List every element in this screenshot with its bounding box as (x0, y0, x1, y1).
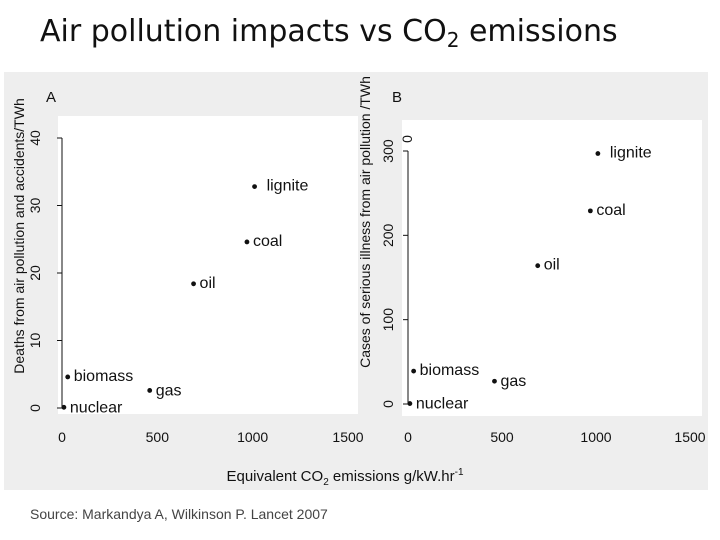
panel-b-point-lignite (595, 151, 601, 156)
panel-a-point-biomass (65, 374, 71, 380)
panel-b-point-gas (492, 378, 497, 384)
panel-b-x-tick-label: 1000 (580, 429, 611, 445)
panel-a-point-nuclear (61, 404, 67, 410)
panel-a-y-axis-title: Deaths from air pollution and accidents/… (11, 98, 27, 373)
panel-a-x-tick-label: 500 (146, 429, 170, 445)
source-citation: Source: Markandya A, Wilkinson P. Lancet… (30, 506, 328, 522)
panel-a-point-label-coal: coal (253, 233, 282, 250)
x-axis-title: Equivalent CO2 emissions g/kW.hr-1 (226, 467, 463, 488)
panel-b-point-biomass (411, 368, 417, 374)
panel-a-point-label-oil: oil (200, 275, 216, 292)
panel-a-point-label-biomass: biomass (74, 368, 134, 385)
panel-b-point-label-biomass: biomass (420, 362, 480, 379)
panel-b-point-oil (535, 263, 541, 269)
title-main: Air pollution impacts vs CO (40, 14, 447, 49)
x-axis-title-subscript: 2 (323, 477, 329, 488)
panel-b-point-nuclear (407, 401, 413, 406)
panel-b-y-tick-label: 200 (380, 223, 396, 247)
panel-a-point-label-gas: gas (156, 382, 182, 399)
panel-a-y-tick-label: 10 (27, 333, 43, 349)
panel-b-point-label-coal: coal (596, 202, 625, 219)
panel-a-point-oil (191, 281, 196, 287)
panel-b-point-label-oil: oil (544, 257, 560, 274)
panel-b-x-tick-label: 1500 (674, 429, 705, 445)
panel-b-point-label-lignite: lignite (610, 145, 652, 162)
panel-b-point-label-nuclear: nuclear (416, 396, 469, 413)
chart-title: Air pollution impacts vs CO2 emissions (40, 14, 700, 52)
panel-b-y-tick-label: 100 (380, 308, 396, 332)
x-axis-title-main: Equivalent CO (226, 468, 323, 485)
x-axis-title-superscript: -1 (455, 467, 464, 478)
panel-b-label: B (392, 89, 402, 106)
panel-b-y-tick-label: 300 (380, 139, 396, 163)
panel-b-plot-area (402, 120, 702, 416)
panel-a-x-tick-label: 1000 (237, 429, 268, 445)
panel-b-x-tick-label: 500 (490, 429, 514, 445)
panel-a-x-tick-label: 0 (58, 429, 66, 445)
panel-a-y-tick-label: 0 (27, 404, 43, 412)
panel-b-point-label-gas: gas (500, 373, 526, 390)
title-subscript: 2 (446, 28, 460, 52)
panel-b-y-tick-label: 0 (380, 400, 396, 408)
panel-a-label: A (46, 89, 56, 106)
title-tail: emissions (459, 14, 618, 49)
panel-a-point-coal (244, 239, 250, 245)
panel-b-point-coal (587, 208, 593, 214)
panel-b-x-tick-label: 0 (404, 429, 412, 445)
panel-a-x-tick-label: 1500 (332, 429, 363, 445)
panel-b-y-axis-title: Cases of serious illness from air pollut… (357, 76, 373, 368)
panel-a-point-lignite (252, 184, 257, 190)
panel-a-point-label-lignite: lignite (267, 178, 309, 195)
panel-a-point-label-nuclear: nuclear (70, 399, 123, 416)
panel-a-plot-area (58, 116, 358, 414)
panel-a-y-tick-label: 20 (27, 265, 43, 281)
panel-a-y-tick-label: 40 (27, 130, 43, 146)
panel-b-extra-tick-label: 0 (399, 135, 415, 143)
panel-a-y-tick-label: 30 (27, 198, 43, 214)
panel-a-point-gas (147, 388, 153, 393)
x-axis-title-units: emissions g/kW.hr (329, 468, 455, 485)
